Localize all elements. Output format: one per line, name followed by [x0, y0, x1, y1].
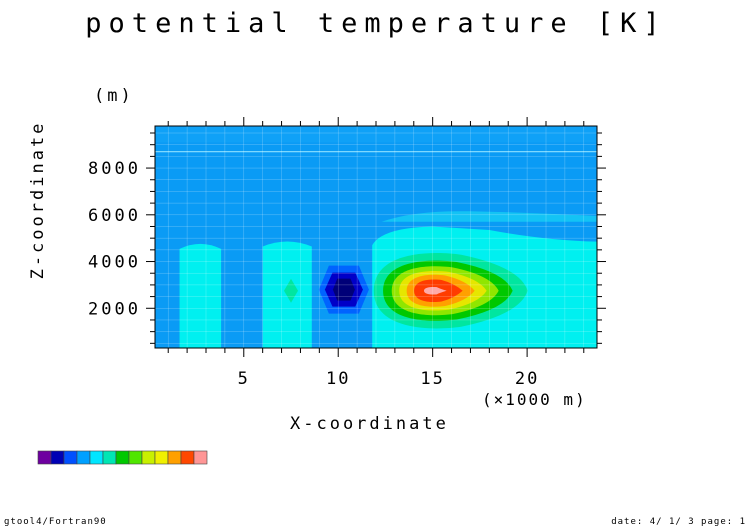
colorbar-swatch: [128, 450, 143, 465]
colorbar-swatch: [76, 450, 91, 465]
colorbar-swatch: [63, 450, 78, 465]
x-axis-unit: (×1000 m): [482, 390, 587, 409]
colorbar-swatch: [102, 450, 117, 465]
z-axis-unit: (m): [94, 86, 134, 106]
x-tick-label: 15: [420, 369, 444, 389]
colorbar-swatch: [50, 450, 65, 465]
x-tick-label: 10: [326, 369, 350, 389]
column-fill-0: [179, 243, 222, 348]
colorbar-swatch: [167, 450, 182, 465]
footer-software: gtool4/Fortran90: [4, 517, 107, 527]
chart-title: potential temperature [K]: [85, 8, 667, 39]
colorbar-swatch: [141, 450, 156, 465]
colorbar-swatch: [37, 450, 52, 465]
colorbar-swatch: [154, 450, 169, 465]
colorbar-swatch: [115, 450, 130, 465]
upper-lobe-2: [381, 211, 597, 222]
cold-level-2: [332, 278, 355, 301]
z-tick-label: 8000: [88, 159, 141, 179]
contour-fills: [155, 126, 597, 348]
footer-date-page: date: 4/ 1/ 3 page: 1: [611, 517, 746, 527]
small-blob: [284, 278, 298, 303]
colorbar-swatch: [89, 450, 104, 465]
colorbar-swatch: [180, 450, 195, 465]
x-axis-label: X-coordinate: [290, 414, 449, 434]
z-tick-label: 6000: [88, 206, 141, 226]
warm-level-6: [423, 286, 447, 295]
upper-band: [155, 126, 597, 143]
z-tick-label: 2000: [88, 299, 141, 319]
x-tick-label: 20: [515, 369, 539, 389]
x-tick-label: 5: [238, 369, 250, 389]
colorbar-swatch: [193, 450, 208, 465]
z-tick-label: 4000: [88, 253, 141, 273]
